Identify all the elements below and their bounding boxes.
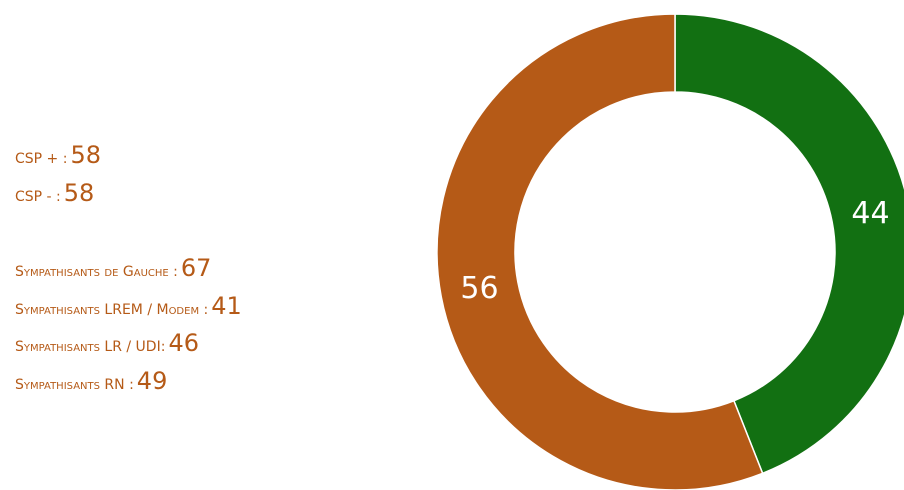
note-line: Sympathisants LR / UDI: 46 xyxy=(15,325,242,363)
note-group: CSP + :58 CSP - :58 xyxy=(15,137,242,212)
note-label: Sympathisants LREM / Modem : xyxy=(15,301,209,318)
note-value: 46 xyxy=(168,329,199,357)
note-group: Sympathisants de Gauche :67 Sympathisants… xyxy=(15,250,242,400)
note-value: 58 xyxy=(70,141,101,169)
note-label: Sympathisants LR / UDI: xyxy=(15,339,166,355)
note-line: CSP + :58 xyxy=(15,137,242,175)
note-label: Sympathisants RN : xyxy=(15,376,134,393)
note-line: Sympathisants LREM / Modem :41 xyxy=(15,288,242,326)
note-value: 49 xyxy=(136,366,168,395)
note-line: Sympathisants de Gauche :67 xyxy=(15,250,242,288)
note-label: CSP + : xyxy=(15,151,68,167)
note-line: CSP - :58 xyxy=(15,175,242,213)
note-value: 67 xyxy=(180,254,212,282)
note-label: CSP - : xyxy=(15,188,61,205)
note-label: Sympathisants de Gauche : xyxy=(15,264,178,280)
notes: CSP + :58 CSP - :58 Sympathisants de Gauch… xyxy=(15,137,242,438)
note-line: Sympathisants RN :49 xyxy=(15,363,242,401)
data-label: 44 xyxy=(851,196,889,231)
note-value: 41 xyxy=(211,291,242,320)
note-value: 58 xyxy=(63,178,95,207)
data-label: 56 xyxy=(460,271,498,306)
donut-slice xyxy=(674,13,904,475)
donut-slice xyxy=(436,13,764,490)
